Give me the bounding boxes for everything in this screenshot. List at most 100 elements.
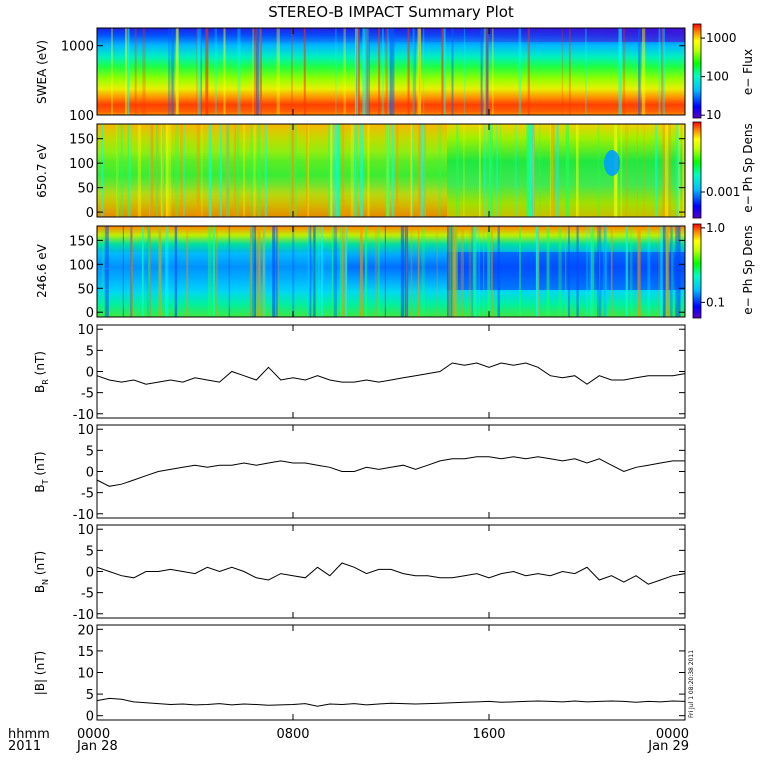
texture-stripe bbox=[489, 124, 493, 217]
texture-stripe bbox=[137, 124, 141, 217]
x-tick-label: 1600 bbox=[472, 727, 505, 742]
texture-stripe bbox=[170, 28, 174, 115]
texture-stripe bbox=[529, 124, 533, 217]
y-tick-label: 15 bbox=[77, 645, 94, 660]
colorbar-tick-label: 10 bbox=[706, 108, 721, 122]
y-tick-label: 10 bbox=[77, 323, 94, 338]
texture-stripe bbox=[391, 124, 395, 217]
texture-stripe bbox=[603, 226, 607, 317]
texture-stripe bbox=[447, 226, 449, 317]
texture-stripe bbox=[647, 226, 651, 317]
texture-stripe bbox=[456, 124, 459, 217]
texture-stripe bbox=[487, 124, 491, 217]
y-tick-label: -10 bbox=[73, 508, 94, 523]
texture-stripe bbox=[236, 124, 238, 217]
texture-stripe bbox=[174, 226, 178, 317]
y-tick-label: 5 bbox=[86, 544, 94, 559]
bt-panel-frame bbox=[96, 424, 686, 519]
texture-stripe bbox=[405, 226, 408, 317]
texture-stripe bbox=[291, 28, 293, 115]
texture-stripe bbox=[254, 226, 256, 317]
texture-stripe bbox=[412, 124, 414, 217]
texture-stripe bbox=[418, 226, 420, 317]
texture-stripe bbox=[262, 226, 265, 317]
texture-stripe bbox=[586, 226, 589, 317]
y-tick-label: 5 bbox=[86, 444, 94, 459]
texture-stripe bbox=[630, 226, 633, 317]
texture-stripe bbox=[658, 28, 661, 115]
texture-stripe bbox=[410, 124, 412, 217]
texture-stripe bbox=[537, 226, 540, 317]
texture-stripe bbox=[660, 226, 663, 317]
y-tick-label: 0 bbox=[86, 366, 94, 381]
texture-stripe bbox=[496, 124, 498, 217]
texture-stripe bbox=[424, 124, 426, 217]
texture-stripe bbox=[436, 226, 438, 317]
texture-stripe bbox=[637, 226, 639, 317]
colorbar-tick-label: 0.1 bbox=[706, 295, 725, 309]
texture-stripe bbox=[412, 28, 416, 115]
texture-stripe bbox=[223, 28, 226, 115]
texture-stripe bbox=[555, 124, 559, 217]
texture-stripe bbox=[643, 124, 645, 217]
texture-stripe bbox=[343, 28, 346, 115]
texture-stripe bbox=[483, 124, 485, 217]
texture-stripe bbox=[101, 226, 105, 317]
texture-stripe bbox=[228, 124, 230, 217]
texture-stripe bbox=[128, 124, 132, 217]
texture-stripe bbox=[249, 226, 253, 317]
br-y-axis-label: BR (nT) bbox=[33, 351, 50, 393]
texture-stripe bbox=[292, 124, 294, 217]
texture-stripe bbox=[389, 28, 393, 115]
texture-stripe bbox=[259, 28, 262, 115]
texture-stripe bbox=[253, 28, 258, 115]
bn-panel: 10 5 0 -5 -10 BN (nT) bbox=[33, 523, 686, 623]
texture-stripe bbox=[622, 28, 626, 115]
bn-series-line bbox=[96, 562, 686, 585]
texture-stripe bbox=[665, 226, 670, 317]
texture-stripe bbox=[642, 28, 646, 115]
texture-stripe bbox=[275, 226, 278, 317]
texture-stripe bbox=[496, 124, 499, 217]
texture-stripe bbox=[638, 226, 641, 317]
texture-stripe bbox=[463, 124, 465, 217]
texture-stripe bbox=[357, 28, 360, 115]
texture-stripe bbox=[471, 226, 474, 317]
texture-stripe bbox=[527, 28, 530, 115]
texture-stripe bbox=[207, 226, 211, 317]
texture-stripe bbox=[148, 124, 151, 217]
texture-stripe bbox=[441, 28, 444, 115]
texture-stripe bbox=[677, 124, 681, 217]
texture-stripe bbox=[168, 28, 171, 115]
texture-stripe bbox=[250, 124, 254, 217]
swea-colorbar: 1000 100 10 e− Flux bbox=[692, 23, 755, 122]
texture-stripe bbox=[452, 226, 455, 317]
colorbar-tick-label: 0.001 bbox=[706, 185, 740, 199]
texture-stripe bbox=[658, 226, 660, 317]
texture-stripe bbox=[565, 226, 567, 317]
texture-stripe bbox=[529, 124, 533, 217]
pad-650-spectrogram-panel: 150 100 50 0 650.7 eV bbox=[35, 123, 686, 221]
swea-spectrogram-texture bbox=[111, 28, 665, 115]
texture-stripe bbox=[454, 226, 458, 317]
texture-stripe bbox=[451, 226, 455, 317]
texture-stripe bbox=[355, 28, 358, 115]
texture-stripe bbox=[116, 124, 119, 217]
y-tick-label: -5 bbox=[81, 587, 94, 602]
texture-stripe bbox=[216, 226, 218, 317]
texture-stripe bbox=[116, 124, 119, 217]
texture-stripe bbox=[681, 124, 683, 217]
texture-stripe bbox=[161, 124, 164, 217]
texture-stripe bbox=[385, 124, 389, 217]
texture-stripe bbox=[487, 226, 491, 317]
texture-stripe bbox=[618, 28, 622, 115]
texture-stripe bbox=[675, 226, 678, 317]
texture-stripe bbox=[497, 226, 500, 317]
texture-stripe bbox=[385, 28, 388, 115]
texture-stripe bbox=[237, 124, 240, 217]
texture-stripe bbox=[412, 28, 415, 115]
texture-stripe bbox=[404, 226, 409, 317]
texture-stripe bbox=[359, 124, 364, 217]
swea-panel-frame bbox=[96, 27, 686, 116]
